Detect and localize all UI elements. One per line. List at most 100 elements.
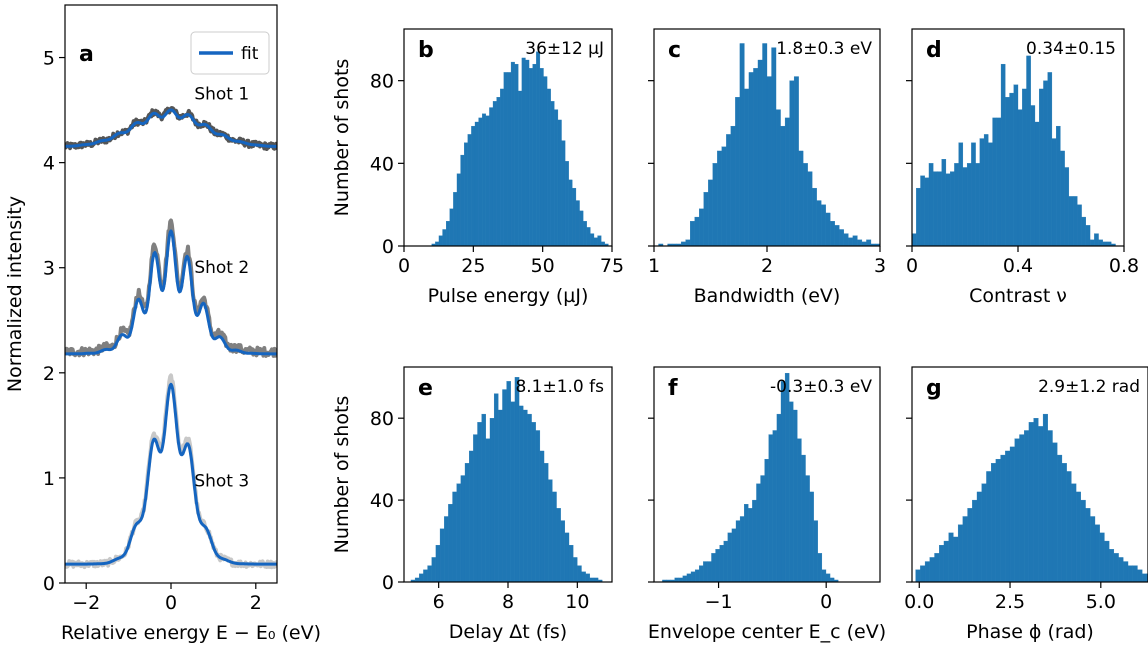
- histogram-bar: [727, 532, 733, 582]
- histogram-bar: [1098, 239, 1103, 246]
- histogram-bar: [539, 450, 545, 582]
- axes-frame: [653, 366, 881, 583]
- histogram-bar: [456, 173, 461, 246]
- x-axis-label: Envelope center E_c (eV): [648, 621, 886, 643]
- histogram-bar: [1089, 239, 1095, 246]
- histogram-bar: [477, 422, 482, 582]
- histogram-bar: [945, 173, 951, 246]
- histogram-bar: [848, 237, 854, 246]
- y-axis-label: Normalized intensity: [4, 196, 26, 392]
- histogram-bar: [975, 163, 980, 246]
- histogram-bar: [972, 499, 978, 582]
- histogram-bar: [744, 504, 749, 582]
- histogram-bar: [816, 200, 822, 246]
- y-tick-label: 0: [382, 236, 394, 258]
- histogram-bar: [552, 491, 557, 582]
- histogram-bar: [694, 569, 700, 582]
- histogram-bar: [943, 540, 949, 582]
- histogram-bar: [768, 434, 773, 582]
- y-tick-label: 4: [43, 153, 55, 175]
- histogram-bar: [929, 557, 935, 582]
- y-tick-label: 2: [43, 363, 55, 385]
- histogram-bar: [593, 237, 598, 246]
- histogram-bar: [939, 544, 945, 582]
- histogram-bar: [723, 540, 728, 582]
- histogram-bar: [789, 80, 795, 246]
- histogram-bar: [1072, 196, 1078, 246]
- histogram-bar: [760, 475, 765, 582]
- histogram-bar: [535, 430, 541, 582]
- histogram-bar: [1005, 97, 1010, 246]
- histogram-bar: [1022, 88, 1027, 246]
- x-axis-label: Relative energy E − E₀ (eV): [61, 622, 321, 644]
- histogram-bar: [556, 508, 561, 582]
- histogram-bar: [995, 458, 1001, 582]
- histogram-bar: [934, 553, 940, 582]
- histogram-bar: [682, 575, 688, 582]
- histogram-bar: [748, 508, 753, 582]
- histogram-bar: [431, 557, 437, 582]
- histogram-bar: [546, 88, 551, 246]
- axes-frame: [403, 366, 613, 583]
- stat-annotation: 1.8±0.3 eV: [776, 39, 872, 59]
- histogram-bar: [703, 192, 709, 246]
- histogram-bar: [460, 475, 466, 582]
- histogram-bar: [593, 577, 599, 582]
- shot-label-1: Shot 1: [194, 85, 249, 105]
- x-axis-label: Phase ϕ (rad): [966, 621, 1094, 643]
- histogram-bar: [703, 561, 708, 582]
- y-tick-label: 1: [43, 468, 55, 490]
- histogram-bar: [1085, 225, 1091, 246]
- histogram-bar: [510, 61, 515, 246]
- x-tick-label: 2.5: [995, 591, 1025, 613]
- histogram-bar: [817, 553, 823, 582]
- histogram-bar: [467, 134, 472, 246]
- histogram-bar: [1039, 88, 1044, 246]
- histogram-bar: [464, 463, 470, 582]
- histogram-bar: [1047, 430, 1053, 582]
- histogram-bar: [1127, 565, 1133, 582]
- histogram-bar: [953, 536, 959, 582]
- legend-label: fit: [241, 44, 259, 64]
- fit-curve-3: [65, 382, 277, 566]
- histogram-bar: [1042, 413, 1048, 582]
- histogram-bar: [1047, 72, 1053, 246]
- y-tick-label: 5: [43, 48, 55, 70]
- histogram-bar: [825, 212, 831, 246]
- histogram-bar: [680, 241, 686, 246]
- histogram-bar: [521, 57, 526, 246]
- histogram-bar: [1038, 426, 1044, 582]
- y-axis-label: Number of shots: [331, 396, 353, 554]
- shot-label-2: Shot 2: [194, 258, 249, 278]
- histogram-bar: [780, 125, 786, 246]
- histogram-bar: [456, 483, 462, 582]
- histogram-bar: [1052, 442, 1058, 582]
- histogram-bar: [699, 208, 704, 246]
- histogram-bar: [730, 125, 736, 246]
- histogram-bar: [435, 544, 441, 582]
- histogram-bar: [920, 175, 925, 246]
- histogram-bar: [543, 76, 548, 246]
- histogram-bar: [586, 227, 591, 246]
- histogram-bar: [446, 221, 450, 246]
- histogram-bar: [852, 235, 858, 246]
- histogram-bar: [1113, 553, 1119, 582]
- panel-label: e: [418, 376, 433, 401]
- y-tick-label: 0: [43, 573, 55, 595]
- histogram-bar: [1137, 569, 1143, 582]
- histogram-bar: [1094, 233, 1099, 246]
- histogram-bar: [707, 561, 712, 582]
- histogram-bar: [1026, 55, 1031, 246]
- y-tick-label: 40: [370, 490, 394, 512]
- histogram-bar: [857, 239, 863, 246]
- fit-curve-1: [65, 108, 277, 148]
- stat-annotation: 36±12 µJ: [525, 39, 604, 59]
- histogram-bar: [1132, 565, 1138, 582]
- histogram-bar: [438, 235, 443, 246]
- histogram-bar: [1030, 105, 1036, 246]
- histogram-bar: [699, 565, 704, 582]
- histogram-bar: [548, 479, 553, 582]
- stat-annotation: 2.9±1.2 rad: [1038, 377, 1140, 397]
- histogram-bar: [498, 409, 503, 582]
